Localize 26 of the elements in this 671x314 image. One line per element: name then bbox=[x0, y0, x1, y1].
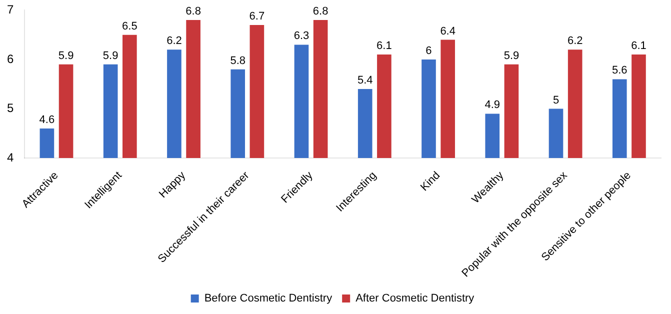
data-label: 6.1 bbox=[631, 40, 646, 52]
data-label: 6.8 bbox=[186, 6, 201, 18]
y-tick-label: 4 bbox=[6, 150, 14, 164]
y-tick-label: 6 bbox=[6, 52, 14, 66]
data-label: 6.8 bbox=[312, 6, 328, 18]
data-label: 5.9 bbox=[58, 50, 74, 62]
data-label: 6.3 bbox=[294, 30, 310, 42]
data-label: 6.7 bbox=[249, 10, 265, 23]
legend-label: Before Cosmetic Dentistry bbox=[204, 292, 333, 305]
y-tick-label: 7 bbox=[6, 2, 14, 17]
data-label: 4.9 bbox=[484, 99, 500, 112]
data-label: 5.4 bbox=[357, 74, 373, 87]
data-label: 6 bbox=[426, 45, 432, 58]
data-label: 6.1 bbox=[376, 40, 392, 52]
data-label: 6.2 bbox=[166, 35, 182, 48]
data-label: 6.2 bbox=[567, 35, 583, 48]
data-label: 5 bbox=[552, 94, 560, 106]
data-label: 5.6 bbox=[612, 64, 628, 77]
data-label: 5.8 bbox=[230, 54, 246, 67]
data-label: 6.4 bbox=[440, 25, 456, 38]
data-label: 5.9 bbox=[102, 50, 118, 62]
data-label: 5.9 bbox=[504, 50, 520, 62]
data-label: 6.5 bbox=[122, 20, 138, 32]
legend-label: After Cosmetic Dentistry bbox=[356, 292, 475, 305]
data-label: 4.6 bbox=[39, 114, 55, 126]
y-tick-label: 5 bbox=[6, 101, 14, 116]
